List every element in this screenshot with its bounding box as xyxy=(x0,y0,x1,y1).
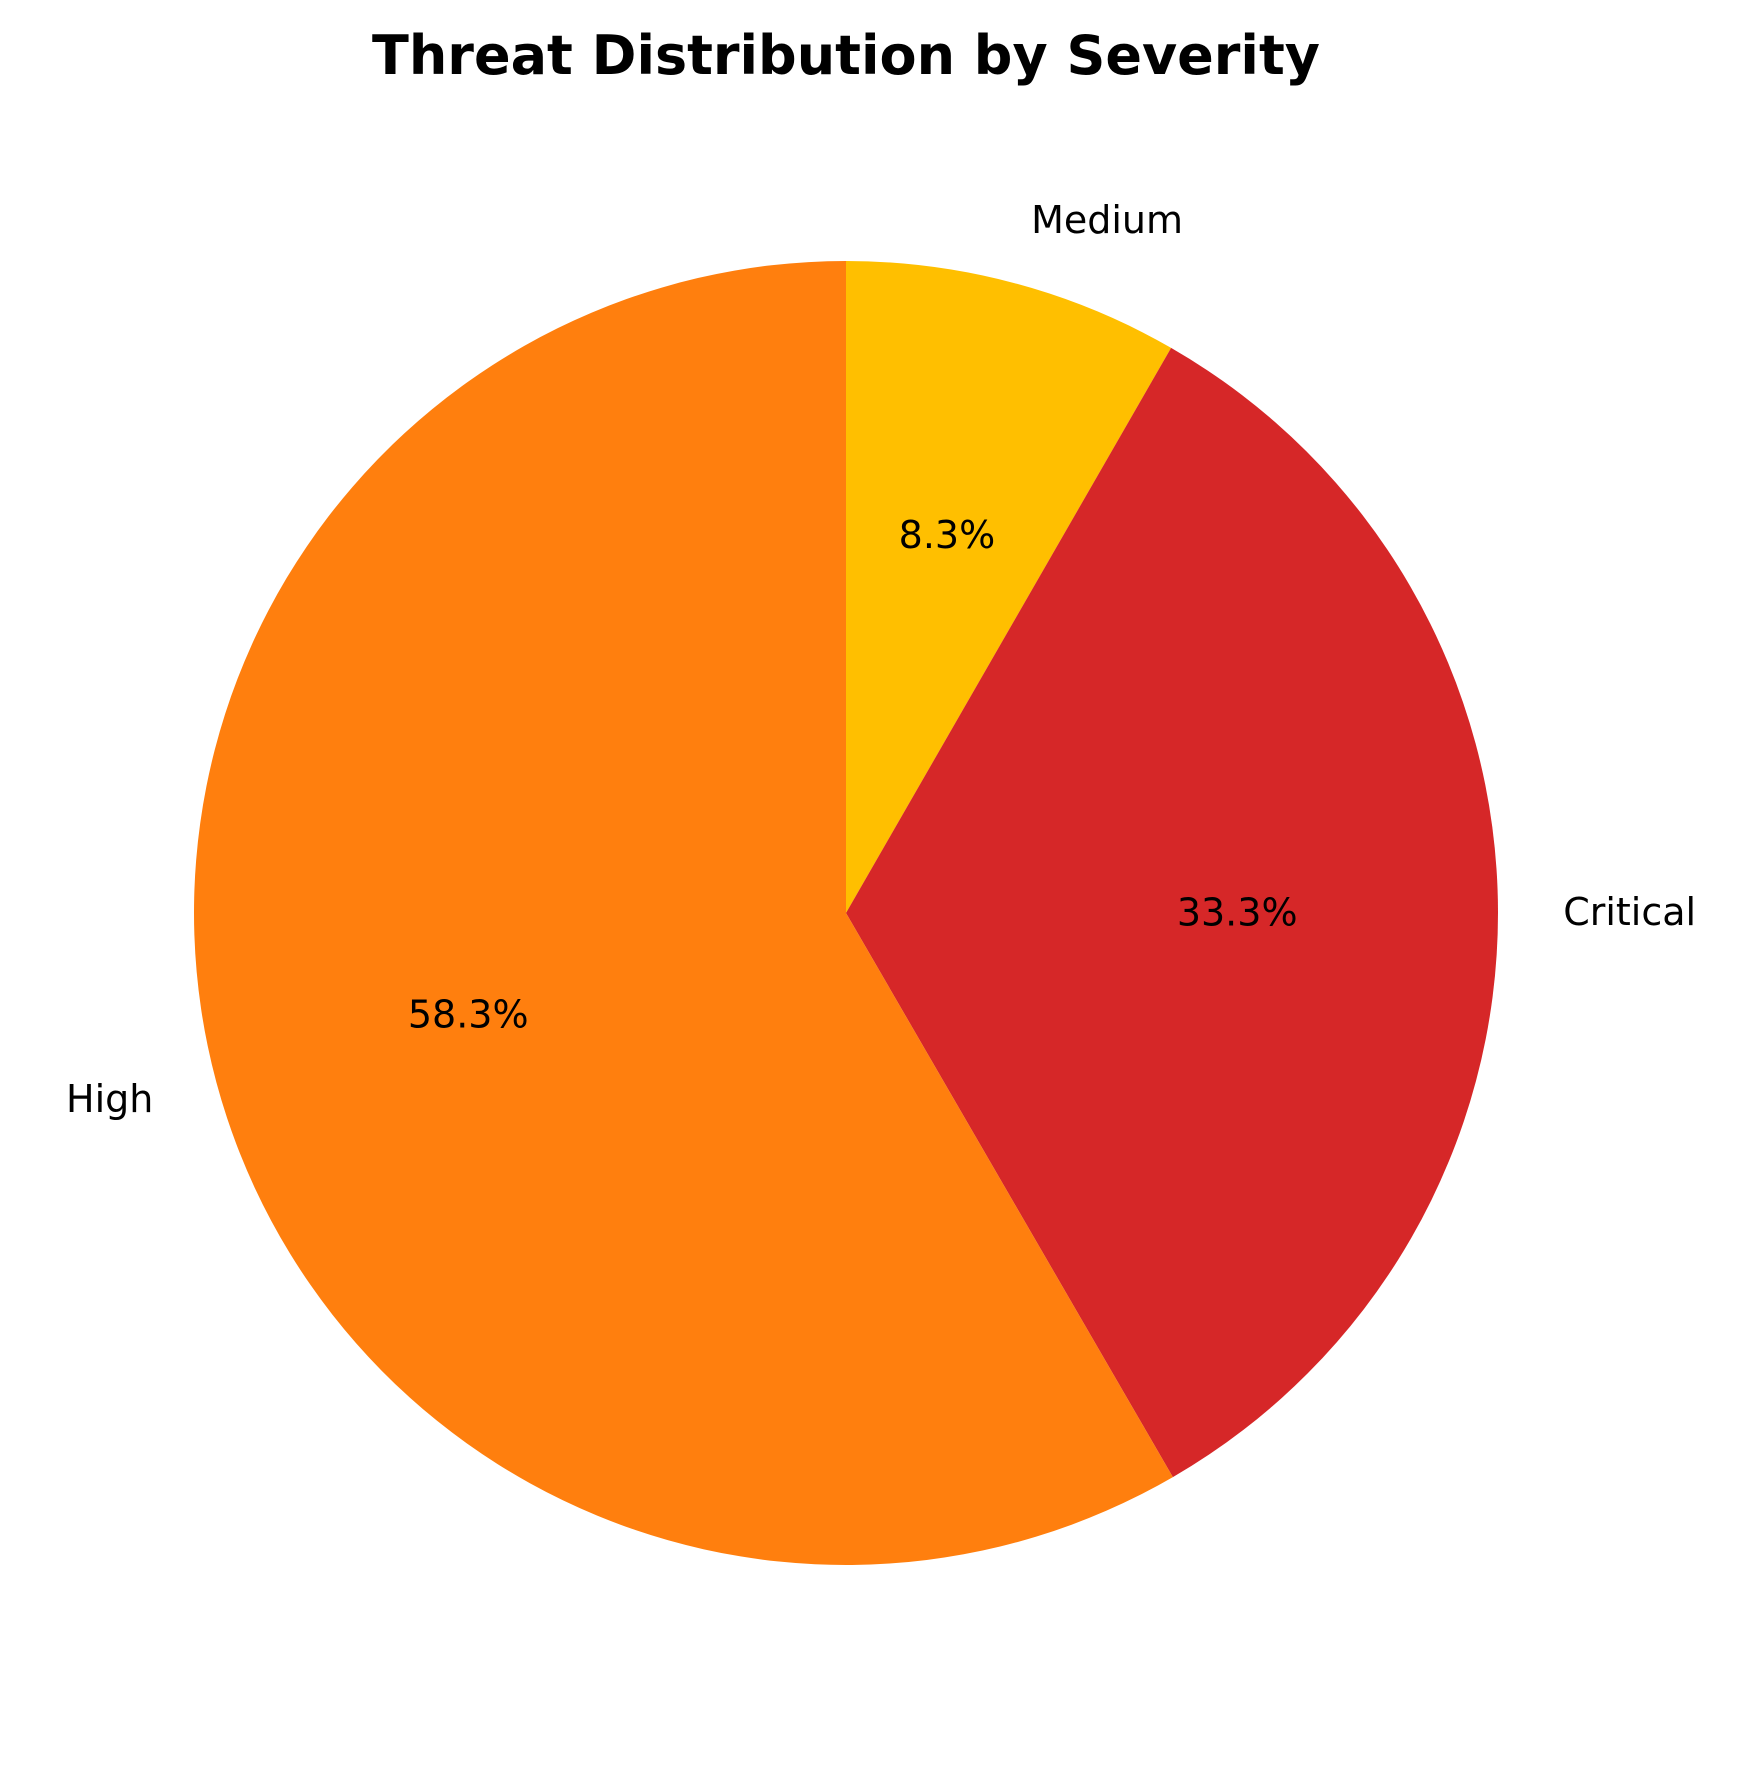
chart-title: Threat Distribution by Severity xyxy=(372,24,1320,87)
slice-label-critical: Critical xyxy=(1563,890,1696,934)
pie-slices xyxy=(193,261,1498,1565)
pie-slice-medium xyxy=(846,261,1172,913)
slice-pct-critical: 33.3% xyxy=(1177,890,1298,934)
pie-labels: Medium 8.3% Critical 33.3% High 58.3% xyxy=(66,198,1696,1121)
slice-pct-high: 58.3% xyxy=(408,993,529,1037)
pie-slice-high xyxy=(193,261,1173,1565)
slice-pct-medium: 8.3% xyxy=(899,513,996,557)
slice-label-high: High xyxy=(66,1077,153,1121)
pie-slice-critical xyxy=(846,347,1498,1478)
slice-label-medium: Medium xyxy=(1031,198,1183,242)
